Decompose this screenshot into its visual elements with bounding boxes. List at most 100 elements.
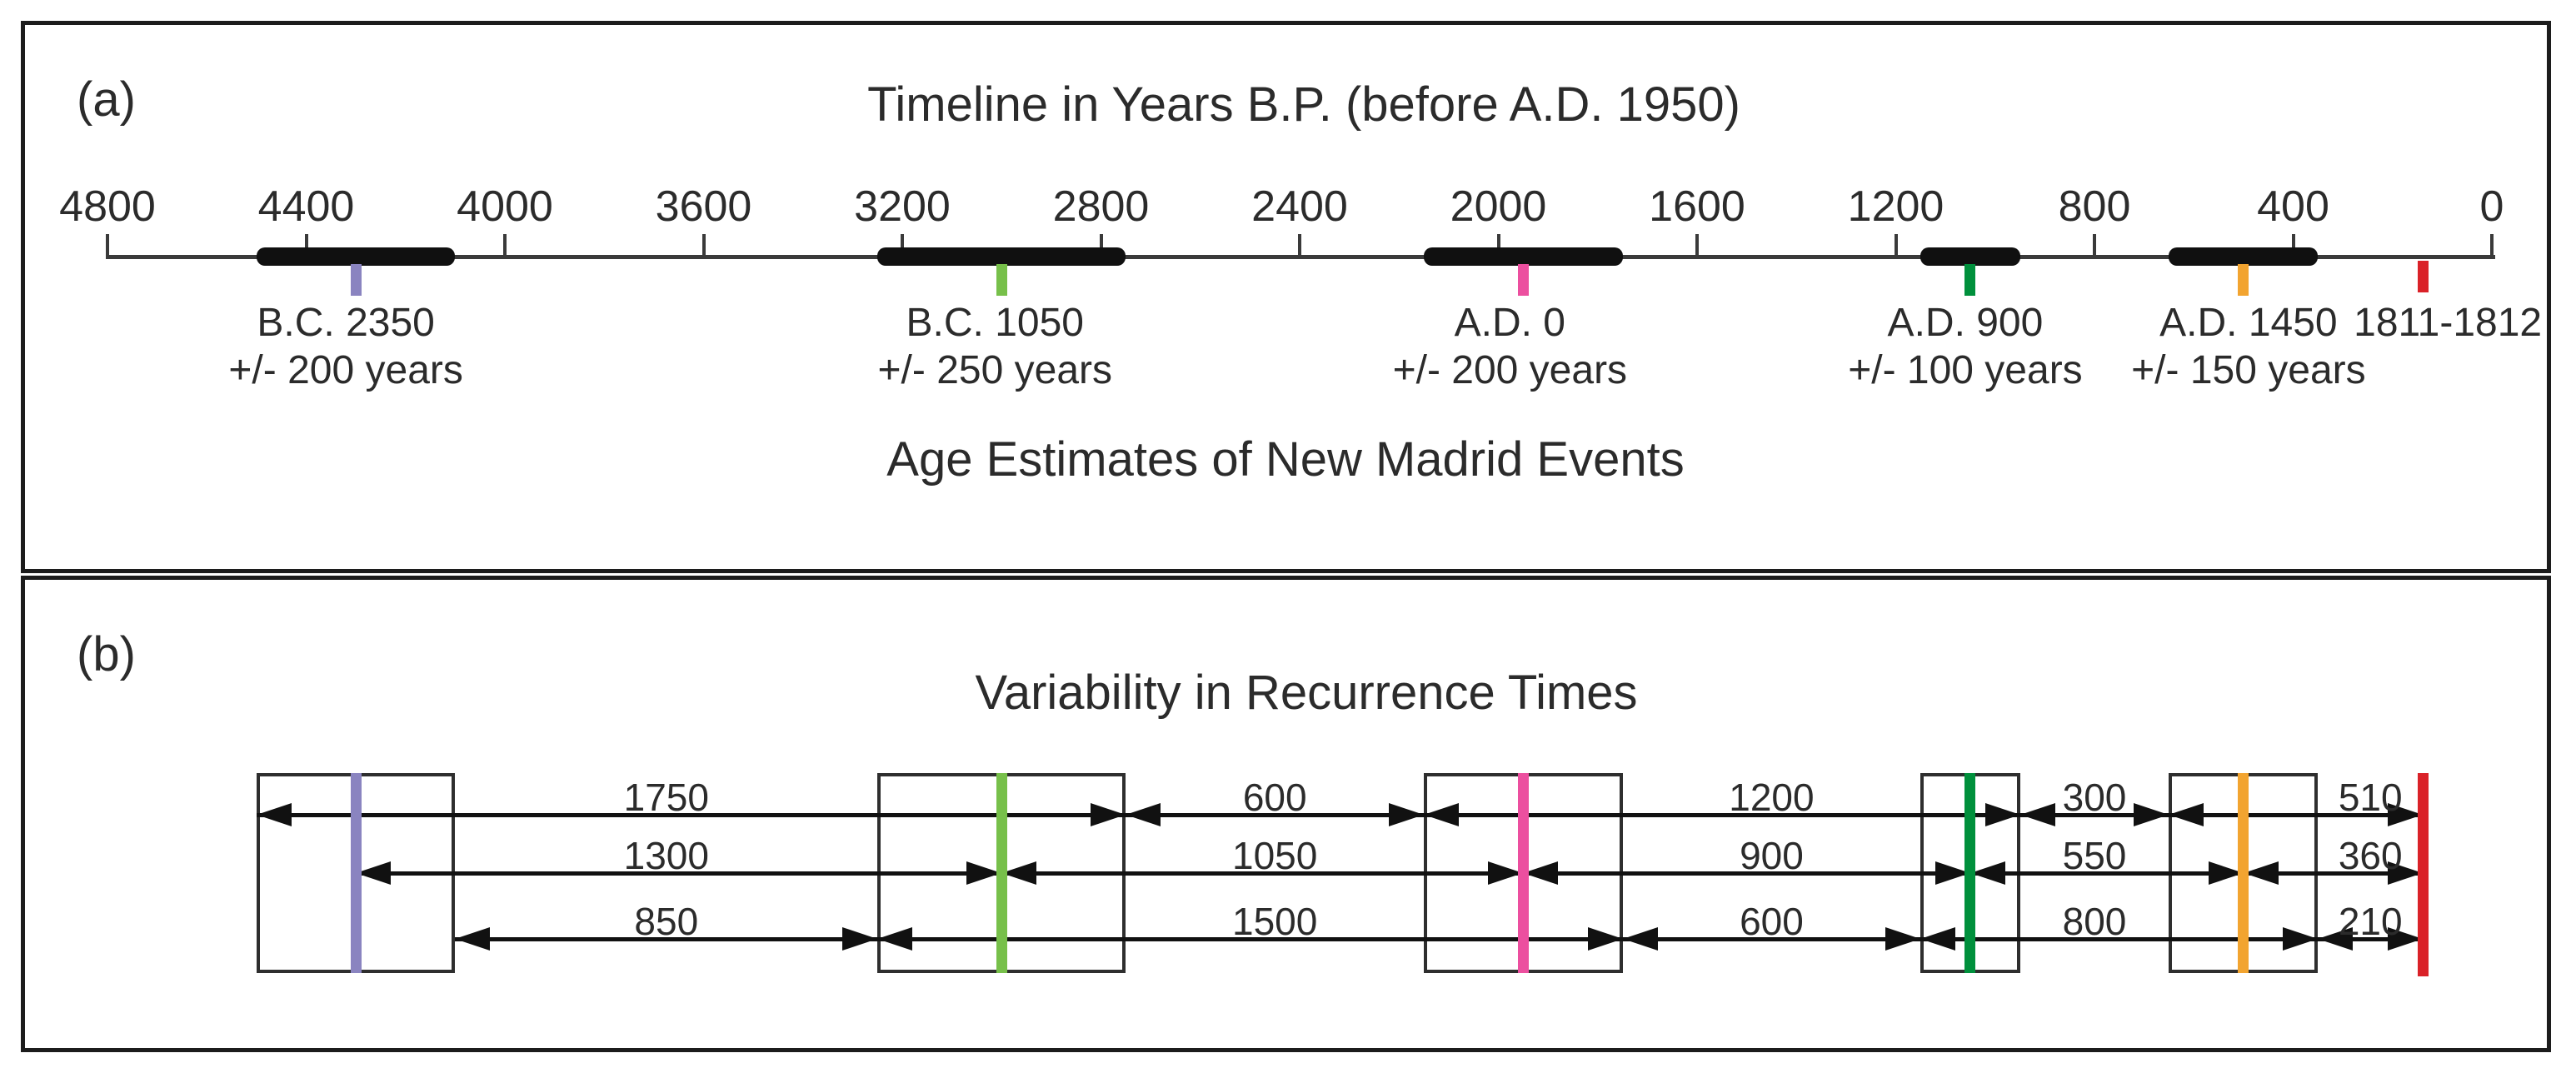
row-middle-arrow-shaft	[1001, 871, 1524, 876]
event-bc-2350-error-label: +/- 200 years	[228, 348, 463, 392]
panel-a-tag: (a)	[77, 72, 136, 127]
tick-label: 1200	[1847, 182, 1944, 231]
event-bc-1050-line	[996, 773, 1007, 973]
row-top-arrow-shaft	[1126, 813, 1425, 817]
event-ad-0-error-bar	[1424, 247, 1623, 266]
tick-label: 800	[2058, 182, 2131, 231]
tick-mark	[2490, 234, 2494, 257]
arrowhead-left-icon	[455, 927, 491, 951]
event-ad-900-line	[1964, 773, 1976, 973]
arrowhead-left-icon	[877, 927, 913, 951]
arrowhead-left-icon	[356, 861, 392, 885]
timeline-axis	[106, 255, 2495, 259]
panel-a-subtitle: Age Estimates of New Madrid Events	[886, 432, 1685, 487]
interval-label: 300	[2062, 776, 2127, 819]
tick-label: 0	[2479, 182, 2504, 231]
arrowhead-right-icon	[1091, 803, 1126, 826]
arrowhead-right-icon	[1984, 803, 2020, 826]
tick-mark	[901, 234, 904, 257]
interval-label: 510	[2338, 776, 2403, 819]
tick-label: 400	[2257, 182, 2329, 231]
interval-label: 800	[2062, 900, 2127, 943]
tick-label: 2000	[1450, 182, 1547, 231]
tick-mark	[106, 234, 109, 257]
tick-mark	[503, 234, 507, 257]
panel-a-frame	[21, 21, 2551, 573]
interval-label: 600	[1740, 900, 1804, 943]
event-bc-1050-marker	[996, 264, 1007, 296]
tick-mark	[1695, 234, 1699, 257]
event-bc-2350-label: B.C. 2350	[257, 301, 435, 345]
panel-b-title: Variability in Recurrence Times	[975, 666, 1638, 720]
interval-label: 210	[2338, 900, 2403, 943]
row-middle-arrow-shaft	[1523, 871, 1970, 876]
row-middle-arrow-shaft	[1969, 871, 2244, 876]
arrowhead-right-icon	[2388, 927, 2424, 951]
interval-label: 360	[2338, 834, 2403, 877]
arrowhead-left-icon	[1424, 803, 1460, 826]
tick-label: 2400	[1251, 182, 1348, 231]
event-bc-2350-marker	[350, 264, 362, 296]
event-ad-900-label: A.D. 900	[1887, 301, 2044, 345]
arrowhead-right-icon	[966, 861, 1002, 885]
event-ad-900-marker	[1964, 264, 1976, 296]
arrowhead-right-icon	[1587, 927, 1623, 951]
arrowhead-right-icon	[1885, 927, 1921, 951]
event-1811-1812-line	[2417, 773, 2429, 976]
tick-mark	[1099, 234, 1103, 257]
arrowhead-left-icon	[2318, 927, 2354, 951]
row-bottom-arrow-shaft	[877, 937, 1623, 941]
row-bottom-arrow-shaft	[1920, 937, 2319, 941]
event-1811-1812-label: 1811-1812	[2354, 301, 2543, 345]
arrowhead-right-icon	[1934, 861, 1970, 885]
tick-mark	[304, 234, 308, 257]
event-bc-2350-error-bar	[256, 247, 456, 266]
interval-label: 550	[2062, 834, 2127, 877]
event-ad-1450-label: A.D. 1450	[2159, 301, 2338, 345]
tick-label: 4000	[457, 182, 553, 231]
interval-label: 850	[634, 900, 699, 943]
interval-label: 900	[1740, 834, 1804, 877]
interval-label: 1050	[1232, 834, 1318, 877]
event-ad-1450-marker	[2238, 264, 2249, 296]
tick-label: 4400	[257, 182, 355, 231]
interval-label: 1200	[1729, 776, 1815, 819]
arrowhead-right-icon	[2388, 803, 2424, 826]
event-ad-1450-error-label: +/- 150 years	[2131, 348, 2366, 392]
arrowhead-left-icon	[1126, 803, 1161, 826]
event-ad-900-error-bar	[1920, 247, 2020, 266]
tick-label: 1600	[1649, 182, 1745, 231]
row-bottom-arrow-shaft	[1622, 937, 1921, 941]
interval-label: 1300	[623, 834, 709, 877]
arrowhead-left-icon	[1920, 927, 1956, 951]
arrowhead-right-icon	[2283, 927, 2319, 951]
event-bc-2350-line	[350, 773, 362, 973]
arrowhead-left-icon	[1969, 861, 2005, 885]
tick-mark	[2093, 234, 2096, 257]
row-bottom-arrow-shaft	[2318, 937, 2424, 941]
tick-label: 4800	[59, 182, 156, 231]
tick-label: 2800	[1052, 182, 1150, 231]
row-top-arrow-shaft	[2169, 813, 2424, 817]
tick-label: 3200	[854, 182, 951, 231]
arrowhead-left-icon	[2169, 803, 2204, 826]
arrowhead-right-icon	[2388, 861, 2424, 885]
arrowhead-right-icon	[2208, 861, 2244, 885]
tick-mark	[1894, 234, 1898, 257]
arrowhead-left-icon	[2243, 861, 2279, 885]
arrowhead-right-icon	[1488, 861, 1524, 885]
row-middle-arrow-shaft	[2243, 871, 2424, 876]
arrowhead-left-icon	[2019, 803, 2055, 826]
row-top-arrow-shaft	[1424, 813, 2020, 817]
event-ad-0-marker	[1517, 264, 1529, 296]
tick-mark	[2291, 234, 2295, 257]
row-middle-arrow-shaft	[356, 871, 1002, 876]
event-ad-0-error-label: +/- 200 years	[1392, 348, 1628, 392]
event-bc-1050-label: B.C. 1050	[906, 301, 1084, 345]
interval-label: 1750	[623, 776, 709, 819]
row-top-arrow-shaft	[256, 813, 1126, 817]
tick-mark	[701, 234, 706, 257]
event-1811-1812-marker	[2417, 261, 2429, 292]
panel-a-title: Timeline in Years B.P. (before A.D. 1950…	[867, 77, 1740, 132]
